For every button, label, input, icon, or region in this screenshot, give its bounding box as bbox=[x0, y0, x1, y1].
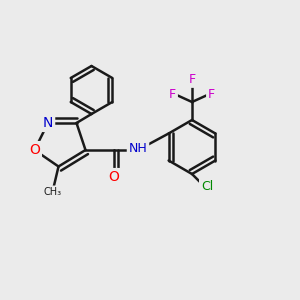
Text: F: F bbox=[169, 88, 176, 101]
Text: Cl: Cl bbox=[201, 179, 213, 193]
Text: O: O bbox=[109, 170, 119, 184]
Text: CH₃: CH₃ bbox=[44, 187, 62, 197]
Text: O: O bbox=[109, 170, 119, 184]
Text: F: F bbox=[188, 73, 196, 86]
Text: NH: NH bbox=[129, 142, 147, 155]
Text: O: O bbox=[29, 143, 40, 157]
Text: N: N bbox=[43, 116, 53, 130]
Text: NH: NH bbox=[129, 142, 147, 155]
Text: Cl: Cl bbox=[201, 179, 213, 193]
Text: CH₃: CH₃ bbox=[44, 187, 62, 197]
Text: N: N bbox=[43, 116, 53, 130]
Text: F: F bbox=[208, 88, 215, 101]
Text: F: F bbox=[188, 73, 196, 86]
Text: O: O bbox=[29, 143, 40, 157]
Text: F: F bbox=[169, 88, 176, 101]
Text: F: F bbox=[208, 88, 215, 101]
